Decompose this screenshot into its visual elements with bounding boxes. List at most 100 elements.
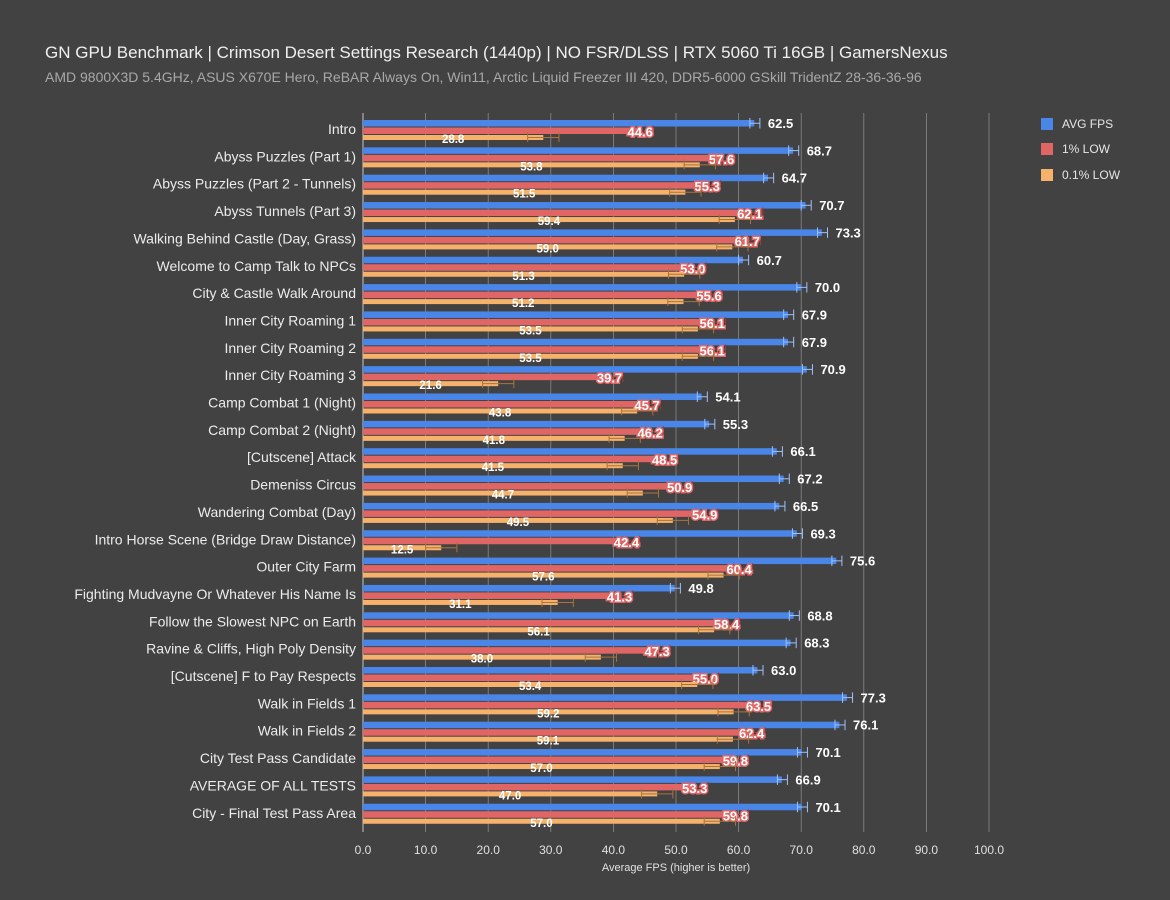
bar-group: 70.159.857.0 — [363, 745, 841, 775]
data-label-01-low: 21.6 — [419, 380, 441, 392]
bar-1-low — [363, 455, 667, 463]
data-label-01-low: 51.3 — [512, 271, 534, 283]
bar-avg-fps — [363, 667, 758, 674]
data-label-01-low: 59.4 — [538, 216, 561, 228]
bar-avg-fps — [363, 202, 806, 209]
bar-group: 68.8 58.4 56.1 — [363, 608, 833, 638]
bar-01-low — [363, 244, 733, 250]
x-axis-title: Average FPS (higher is better) — [602, 862, 750, 874]
bar-group: 54.1 45.7 43.8 — [363, 390, 741, 420]
bar-01-low — [363, 271, 685, 277]
legend-swatch-1-low — [1041, 143, 1053, 156]
bar-1-low — [363, 565, 742, 572]
data-label-01-low: 51.2 — [512, 298, 534, 310]
data-label-avg-fps: 68.3 — [804, 636, 829, 651]
bar-avg-fps — [363, 284, 802, 291]
chart-subtitle: AMD 9800X3D 5.4GHz, ASUS X670E Hero, ReB… — [45, 69, 922, 85]
data-label-avg-fps: 70.0 — [815, 280, 840, 295]
data-label-avg-fps: 63.0 — [771, 663, 796, 678]
data-label-1-low: 56.1 — [700, 343, 725, 358]
data-label-avg-fps: 66.1 — [790, 444, 815, 459]
legend-swatch-01-low — [1041, 168, 1053, 181]
data-label-1-low: 62.4 — [739, 726, 765, 741]
bar-group: 62.5 44.6 28.8 — [363, 116, 793, 146]
bar-1-low — [363, 674, 708, 681]
data-label-01-low: 38.0 — [471, 654, 493, 666]
category-label: Abyss Puzzles (Part 2 - Tunnels) — [153, 176, 356, 192]
bar-group: 67.9 56.1 53.5 — [363, 307, 827, 337]
data-label-avg-fps: 70.1 — [815, 800, 840, 815]
data-label-1-low: 61.7 — [735, 234, 760, 249]
bar-1-low — [363, 373, 612, 381]
data-label-01-low: 44.7 — [492, 490, 514, 502]
bar-avg-fps — [363, 749, 802, 756]
bar-1-low — [363, 811, 738, 818]
category-label: [Cutscene] Attack — [247, 449, 357, 465]
bar-group: 63.0 55.0 53.4 — [363, 663, 796, 693]
data-label-avg-fps: 49.8 — [688, 581, 713, 596]
data-label-01-low: 59.2 — [537, 708, 559, 720]
data-label-01-low: 56.1 — [527, 626, 550, 638]
category-label: Camp Combat 1 (Night) — [208, 395, 356, 411]
bar-1-low — [363, 619, 729, 627]
bar-avg-fps — [363, 584, 675, 592]
bar-avg-fps — [363, 120, 755, 127]
bar-01-low — [363, 189, 686, 195]
data-label-01-low: 49.5 — [507, 517, 530, 529]
bar-avg-fps — [363, 174, 769, 182]
bar-01-low — [363, 545, 442, 551]
bar-avg-fps — [363, 475, 784, 483]
bar-avg-fps — [363, 311, 789, 318]
data-label-1-low: 55.0 — [693, 672, 718, 687]
x-tick-label: 10.0 — [414, 843, 438, 857]
bar-1-low — [363, 401, 650, 408]
bar-1-low — [363, 756, 738, 764]
data-label-avg-fps: 75.6 — [850, 554, 875, 569]
bar-avg-fps — [363, 256, 743, 264]
data-label-01-low: 59.0 — [536, 243, 558, 255]
data-label-1-low: 58.4 — [714, 617, 740, 632]
bar-avg-fps — [363, 393, 702, 400]
category-label: Abyss Puzzles (Part 1) — [214, 148, 356, 164]
data-label-avg-fps: 66.5 — [793, 499, 818, 514]
bar-01-low — [363, 353, 698, 359]
bar-01-low — [363, 736, 733, 742]
data-label-avg-fps: 70.1 — [815, 745, 840, 760]
bars: 62.544.628.868.757.653.864.755.351.570.7… — [363, 116, 886, 830]
bar-01-low — [363, 818, 720, 824]
bar-1-low — [363, 127, 643, 134]
data-label-1-low: 44.6 — [628, 125, 653, 140]
bar-01-low — [363, 162, 700, 168]
bar-01-low — [363, 435, 625, 441]
category-label: Walk in Fields 1 — [258, 695, 357, 711]
bar-01-low — [363, 463, 623, 469]
legend-swatch-avg-fps — [1041, 117, 1053, 130]
data-label-01-low: 57.0 — [530, 763, 552, 775]
data-label-1-low: 50.9 — [667, 480, 692, 495]
data-label-avg-fps: 67.2 — [797, 472, 822, 487]
bar-avg-fps — [363, 502, 780, 510]
data-label-1-low: 41.3 — [607, 589, 632, 604]
bar-group: 67.9 56.1 53.5 — [363, 335, 827, 365]
x-tick-label: 70.0 — [790, 843, 814, 857]
category-label: Welcome to Camp Talk to NPCs — [157, 258, 356, 274]
data-label-avg-fps: 68.8 — [807, 608, 832, 623]
bar-1-low — [363, 701, 761, 709]
data-label-1-low: 47.3 — [644, 644, 669, 659]
bar-group: 66.1 48.5 41.5 — [363, 444, 816, 474]
bar-avg-fps — [363, 639, 791, 647]
bar-01-low — [363, 299, 684, 305]
category-label: City - Final Test Pass Area — [192, 805, 356, 821]
bar-01-low — [363, 326, 698, 332]
data-label-1-low: 48.5 — [652, 453, 677, 468]
data-label-avg-fps: 69.3 — [810, 526, 835, 541]
category-label: AVERAGE OF ALL TESTS — [190, 777, 356, 793]
bar-avg-fps — [363, 721, 840, 729]
bar-01-low — [363, 599, 558, 605]
legend-label-1-low: 1% LOW — [1062, 142, 1111, 157]
data-label-01-low: 53.8 — [520, 161, 543, 173]
bar-group: 64.755.351.5 — [363, 171, 807, 201]
data-label-01-low: 57.0 — [530, 818, 552, 830]
bar-avg-fps — [363, 803, 802, 811]
data-label-1-low: 62.1 — [737, 207, 762, 222]
